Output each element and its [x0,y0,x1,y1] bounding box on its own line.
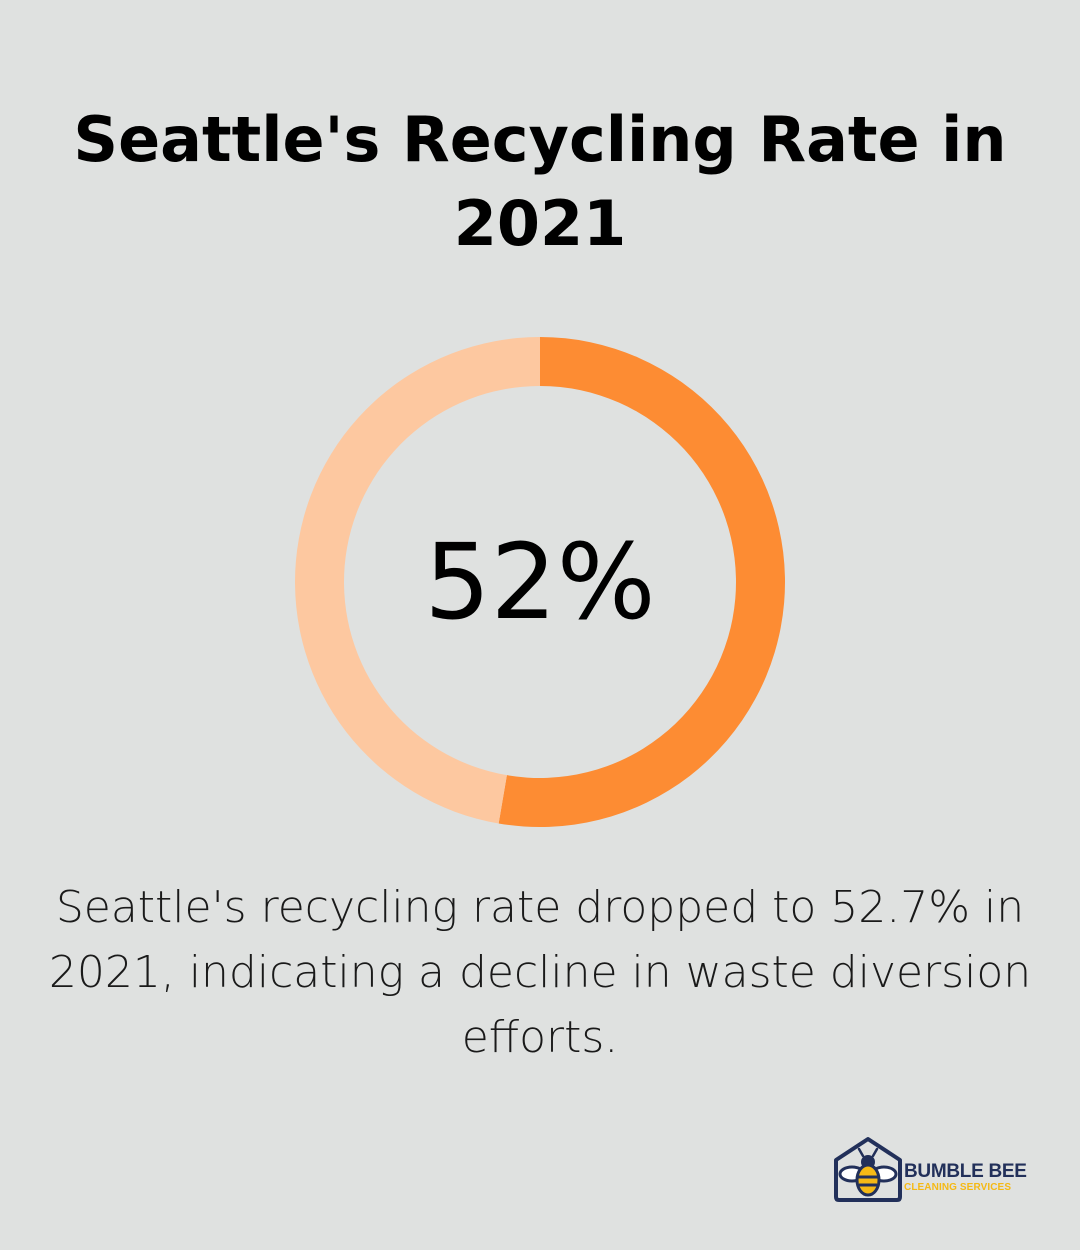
logo-name: BUMBLE BEE [904,1161,1027,1182]
bee-house-icon [832,1136,904,1202]
donut-slice-1 [295,337,540,824]
logo-text: BUMBLE BEE CLEANING SERVICES [904,1162,1044,1194]
description-text: Seattle's recycling rate dropped to 52.7… [48,882,1032,1063]
logo-subtitle: CLEANING SERVICES [904,1182,1012,1193]
donut-svg [295,337,785,827]
donut-slice-0 [498,337,785,827]
donut-chart: 52% [295,337,785,827]
center-value-label: 52% [424,521,656,643]
chart-title: Seattle's Recycling Rate in 2021 [73,103,1007,260]
brand-logo: BUMBLE BEE CLEANING SERVICES [832,1136,1042,1202]
